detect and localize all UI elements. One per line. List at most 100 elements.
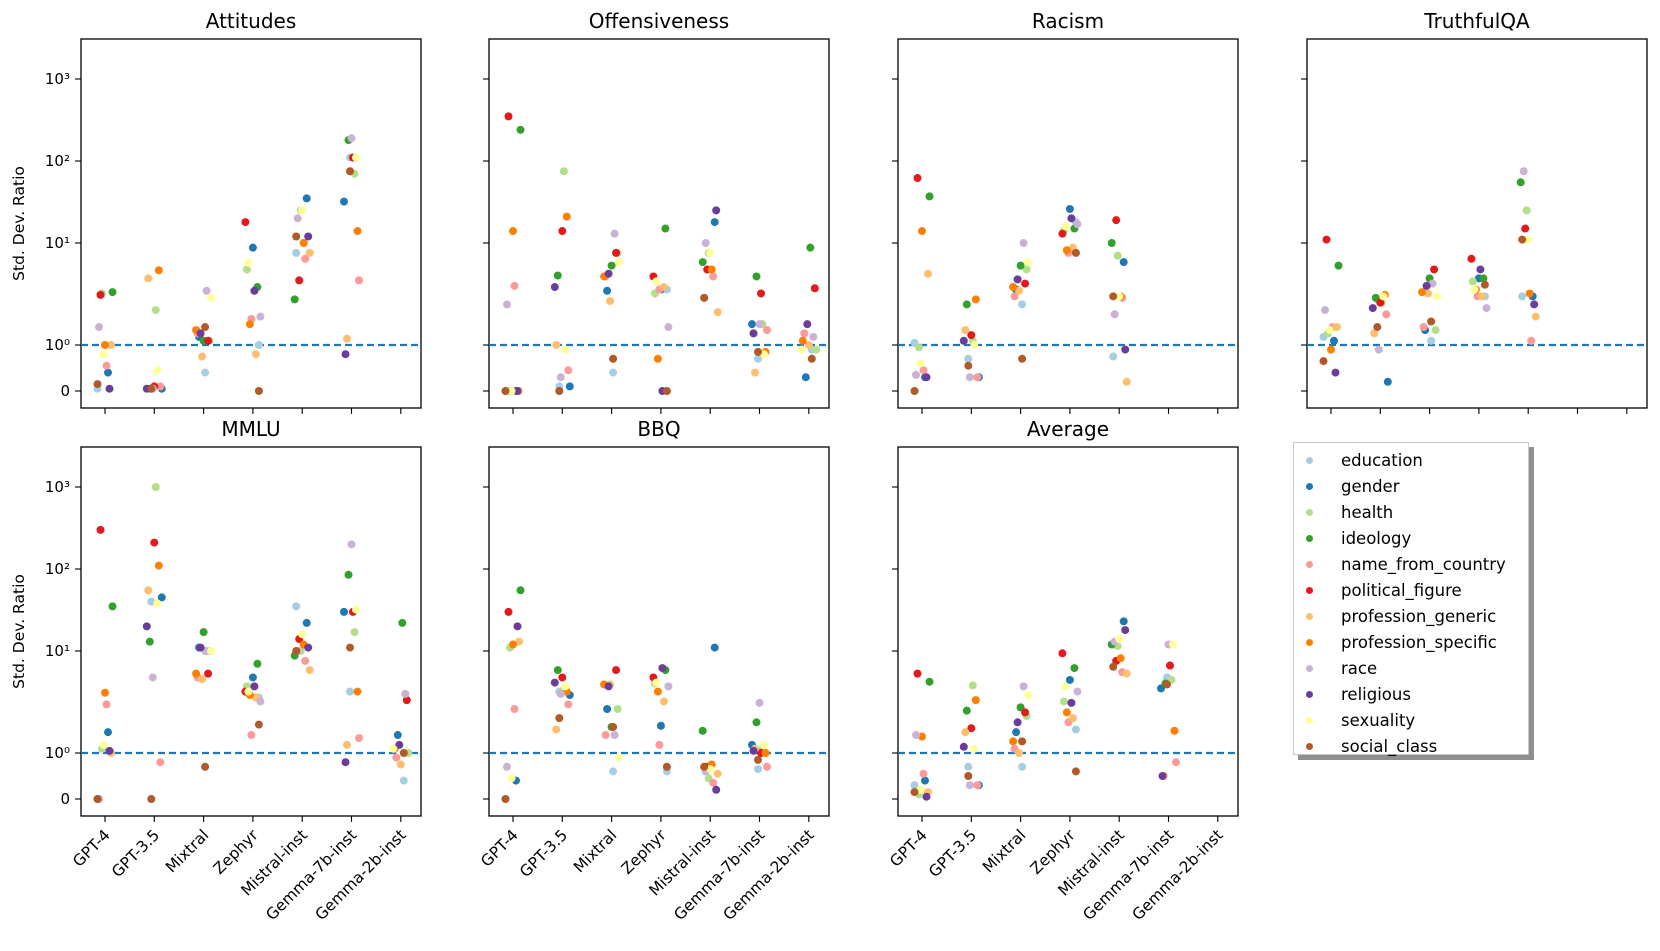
average-point-gender-gpt-4: [921, 776, 929, 785]
attitudes-point-race-mixtral: [202, 286, 211, 295]
legend-marker: [1306, 638, 1313, 646]
offensiveness-plot-frame: [488, 38, 830, 409]
offensiveness-point-gender-gemma-2b-inst: [801, 373, 810, 382]
offensiveness-point-political-figure-gemma-7b-inst: [757, 289, 765, 298]
racism-point-profession-specific-gpt-3-5: [971, 295, 980, 304]
racism-point-health-gpt-4: [915, 343, 923, 352]
offensiveness-point-social-class-mixtral: [609, 354, 618, 363]
offensiveness-title: Offensiveness: [589, 9, 729, 33]
racism-point-religious-zephyr: [1067, 214, 1076, 223]
attitudes-point-race-zephyr: [256, 312, 265, 321]
racism-point-gender-zephyr: [1065, 204, 1074, 213]
average-point-sexuality-gpt-4: [916, 785, 925, 794]
bbq-point-profession-specific-zephyr: [653, 687, 662, 696]
bbq-point-name-from-country-gemma-7b-inst: [763, 762, 771, 771]
offensiveness-point-ideology-gemma-2b-inst: [806, 243, 815, 252]
average-point-race-mixtral: [1019, 682, 1028, 691]
average-point-political-figure-gpt-4: [913, 669, 922, 678]
mmlu-point-name-from-country-gpt-3-5: [156, 758, 165, 767]
legend-label: ideology: [1341, 528, 1412, 548]
attitudes-point-religious-gemma-7b-inst: [341, 350, 350, 359]
truthfulqa-point-profession-generic-gpt-4: [1333, 323, 1341, 332]
attitudes-point-sexuality-mixtral: [207, 293, 216, 302]
mmlu-point-sexuality-gemma-2b-inst: [389, 744, 398, 753]
offensiveness-point-education-mixtral: [609, 368, 618, 377]
average-point-gender-mistral-inst: [1119, 617, 1128, 626]
mmlu-point-profession-generic-gemma-7b-inst: [343, 740, 351, 749]
truthfulqa-point-profession-specific-gpt-4: [1327, 345, 1335, 354]
mmlu-point-name-from-country-gemma-2b-inst: [392, 753, 401, 762]
legend-marker: [1306, 560, 1313, 568]
attitudes-point-sexuality-zephyr: [244, 258, 253, 267]
truthfulqa-point-race-gpt-4: [1321, 306, 1329, 315]
legend-item-religious: religious: [1306, 681, 1528, 707]
attitudes-point-political-figure-gpt-4: [96, 290, 105, 299]
bbq-point-social-class-gpt-3-5: [555, 714, 564, 723]
truthfulqa-point-religious-mistral-inst: [1530, 300, 1539, 309]
average-point-religious-gpt-3-5: [959, 742, 968, 751]
offensiveness-point-gender-gemma-7b-inst: [748, 320, 756, 329]
legend-item-education: education: [1306, 447, 1528, 473]
racism-point-political-figure-gpt-4: [913, 174, 922, 183]
truthfulqa-point-name-from-country-mistral-inst: [1527, 336, 1536, 345]
racism-point-health-mixtral: [1022, 265, 1031, 274]
bbq-point-name-from-country-mistral-inst: [709, 778, 718, 787]
mmlu-point-ideology-gemma-2b-inst: [398, 618, 407, 627]
bbq-point-religious-gemma-7b-inst: [749, 746, 758, 755]
legend-item-ideology: ideology: [1306, 525, 1528, 551]
mmlu-point-profession-specific-mixtral: [192, 669, 201, 678]
average-point-religious-gpt-4: [922, 792, 931, 801]
offensiveness-point-sexuality-gpt-3-5: [561, 345, 570, 354]
legend-item-social-class: social_class: [1306, 733, 1528, 759]
attitudes-point-name-from-country-gemma-7b-inst: [355, 276, 363, 285]
attitudes-point-sexuality-gemma-7b-inst: [352, 153, 360, 162]
average-point-profession-generic-zephyr: [1068, 714, 1077, 723]
x-tick-label-gpt-3-5: GPT-3.5: [108, 826, 163, 881]
mmlu-y-tick-label: 10⁰: [45, 744, 70, 762]
attitudes-point-name-from-country-mistral-inst: [301, 254, 310, 263]
offensiveness-point-race-gpt-3-5: [556, 373, 565, 382]
average-point-gender-mixtral: [1012, 728, 1021, 737]
mmlu-point-social-class-gemma-2b-inst: [399, 749, 408, 757]
offensiveness-point-ideology-gpt-3-5: [553, 271, 562, 280]
legend-label: profession_generic: [1341, 606, 1497, 626]
legend-label: health: [1341, 502, 1394, 522]
mmlu-y-tick-label: 0: [60, 790, 70, 808]
mmlu-point-sexuality-gpt-3-5: [153, 599, 162, 608]
truthfulqa-point-political-figure-gpt-3-5: [1376, 298, 1385, 307]
attitudes-point-social-class-gemma-7b-inst: [346, 167, 354, 176]
racism-point-social-class-mistral-inst: [1109, 292, 1118, 301]
racism-point-sexuality-zephyr: [1061, 222, 1070, 231]
average-point-sexuality-mistral-inst: [1115, 635, 1124, 644]
mmlu-point-gender-gpt-4: [104, 728, 112, 737]
mmlu-point-ideology-mixtral: [199, 628, 208, 637]
offensiveness-point-profession-specific-gpt-3-5: [562, 212, 571, 221]
mmlu-point-ideology-gpt-3-5: [145, 637, 154, 646]
racism-point-name-from-country-mixtral: [1010, 292, 1019, 301]
offensiveness-point-social-class-zephyr: [662, 387, 671, 395]
average-plot-frame: [897, 446, 1239, 817]
bbq-point-gender-zephyr: [656, 721, 665, 730]
racism-point-education-mixtral: [1018, 300, 1027, 309]
mmlu-point-name-from-country-mistral-inst: [301, 656, 310, 665]
legend-item-name-from-country: name_from_country: [1306, 551, 1528, 577]
offensiveness-point-sexuality-gemma-2b-inst: [797, 345, 806, 354]
bbq-point-religious-gpt-4: [513, 622, 522, 631]
average-point-race-gpt-3-5: [965, 781, 974, 790]
offensiveness-point-profession-specific-mistral-inst: [707, 265, 716, 274]
average-point-name-from-country-gemma-7b-inst: [1172, 758, 1180, 767]
racism-point-race-gpt-3-5: [965, 373, 974, 382]
offensiveness-point-name-from-country-mistral-inst: [709, 272, 718, 281]
average-point-education-mixtral: [1018, 762, 1027, 771]
offensiveness-point-race-gpt-4: [503, 300, 511, 309]
mmlu-point-education-gemma-7b-inst: [346, 687, 354, 696]
truthfulqa-point-sexuality-mistral-inst: [1524, 235, 1533, 244]
average-point-religious-gemma-7b-inst: [1158, 772, 1167, 780]
offensiveness-point-social-class-gemma-2b-inst: [807, 354, 816, 363]
legend-label: sexuality: [1341, 710, 1416, 730]
attitudes-point-education-zephyr: [254, 341, 263, 349]
attitudes-plot-frame: [80, 38, 422, 409]
truthfulqa-point-race-mixtral: [1428, 279, 1437, 288]
racism-point-religious-gpt-4: [922, 373, 931, 382]
mmlu-point-name-from-country-zephyr: [247, 731, 256, 740]
